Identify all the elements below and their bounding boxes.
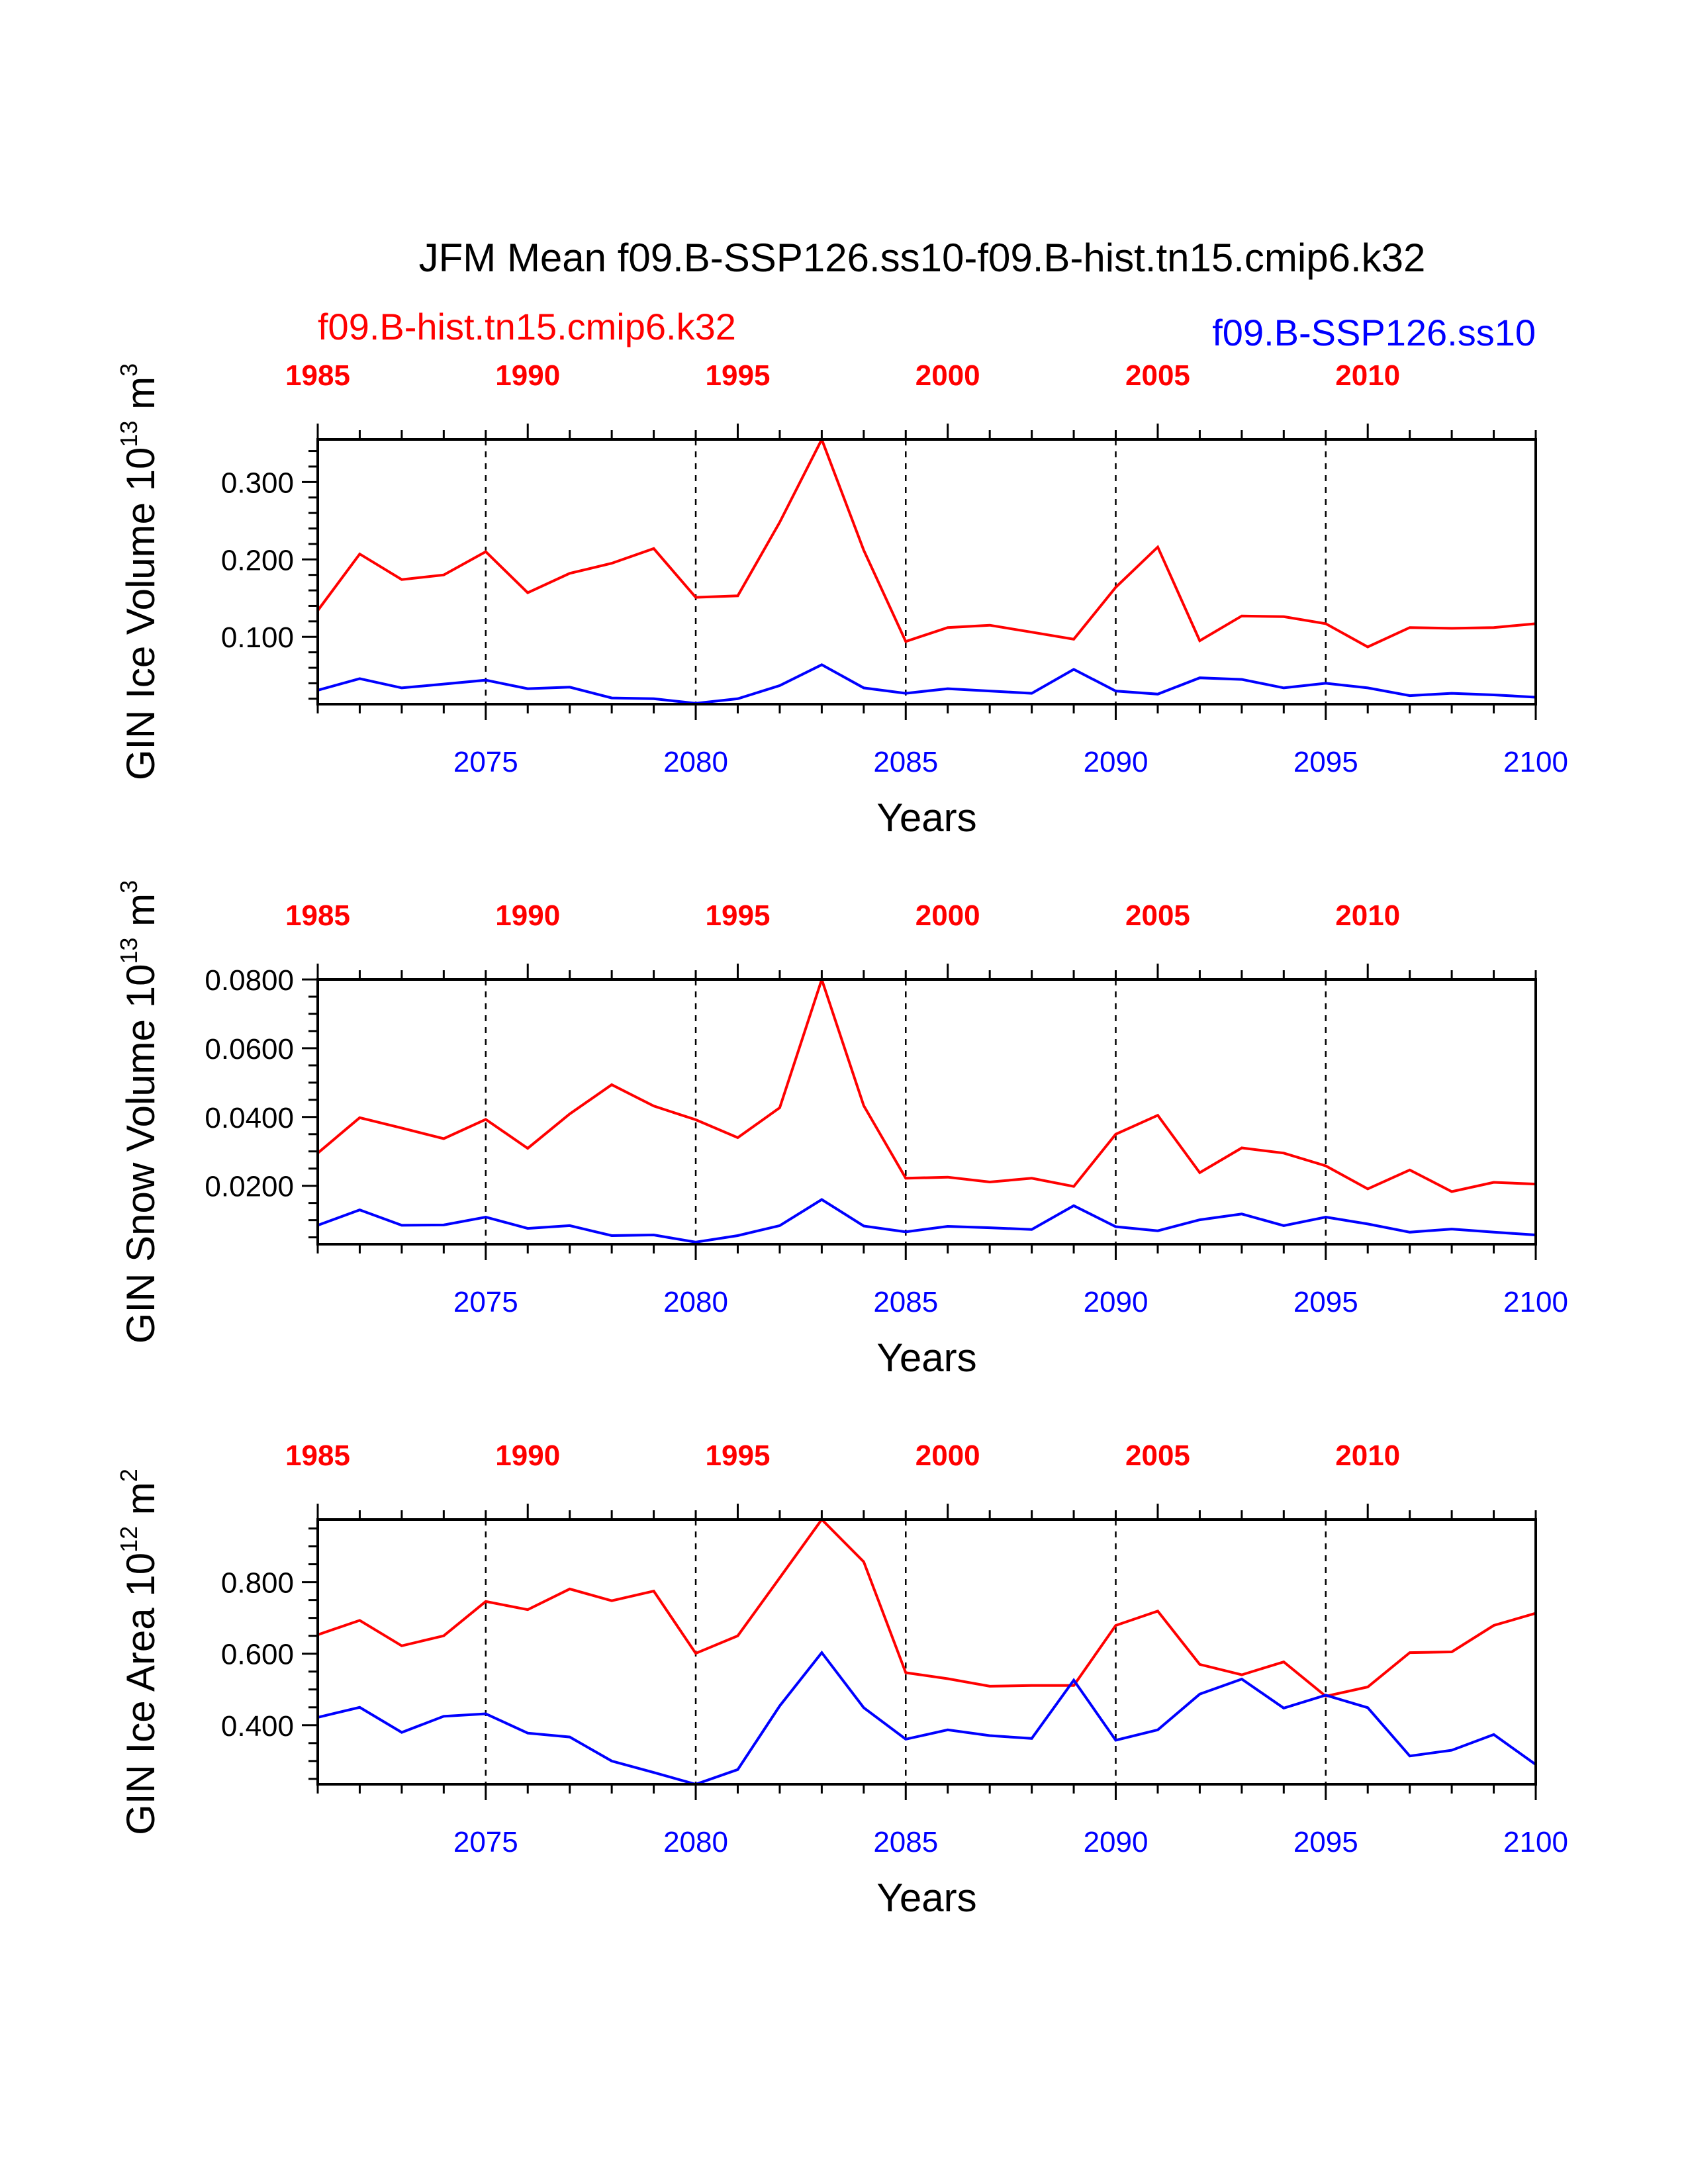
y-axis-label-unit: m [118,893,163,938]
plot-frame [316,1518,1537,1786]
top-x-tick-label: 2000 [915,1439,980,1472]
top-x-tick-label: 2005 [1125,359,1190,392]
y-axis-label-prefix: GIN Ice Area 10 [118,1553,163,1835]
figure-title: JFM Mean f09.B-SSP126.ss10-f09.B-hist.tn… [419,236,1426,280]
y-axis-label: GIN Ice Volume 1013 m3 [115,363,163,780]
series-line-hist [317,1517,1536,1698]
x-axis-label: Years [876,796,976,840]
top-x-tick-label: 2005 [1125,1439,1190,1472]
x-tick-label: 2100 [1503,1826,1568,1858]
top-x-tick-label: 1995 [706,1439,771,1472]
panels: 2075 2080 2085 2090 2095 2100 1985 1990 1995 2000… [115,359,1568,1920]
y-axis-label: GIN Ice Area 1012 m2 [115,1469,163,1835]
x-tick-label: 2090 [1084,1826,1149,1858]
x-tick-label: 2090 [1084,746,1149,778]
top-x-tick-label: 1990 [495,1439,560,1472]
y-tick-label: 0.0400 [205,1102,294,1134]
series-line-ssp [317,1650,1537,1786]
top-x-tick-label: 1985 [285,1439,350,1472]
y-tick-label: 0.0600 [205,1033,294,1066]
x-tick-label: 2085 [873,1286,938,1318]
y-tick-label: 0.800 [221,1567,294,1600]
series-line-hist [316,975,1536,1193]
panel-2: 2075 2080 2085 2090 2095 2100 1985 1990 1995 2000… [115,880,1568,1380]
x-axis-label: Years [876,1336,976,1380]
y-axis-label-unit: m [118,377,163,421]
y-axis-label-exp: 13 [115,938,142,964]
x-tick-label: 2095 [1293,746,1358,778]
top-x-tick-label: 1990 [495,899,560,932]
series-line-ssp [317,1198,1536,1244]
x-tick-label: 2080 [663,746,728,778]
top-x-tick-label: 1990 [495,359,560,392]
x-tick-label: 2085 [873,1826,938,1858]
x-tick-label: 2095 [1293,1826,1358,1858]
x-tick-label: 2075 [453,746,518,778]
y-tick-label: 0.0200 [205,1171,294,1203]
y-axis-label-unit-exp: 3 [115,363,142,377]
top-x-tick-label: 1985 [285,899,350,932]
x-tick-label: 2090 [1084,1286,1149,1318]
y-tick-label: 0.400 [221,1710,294,1743]
plot-frame [316,438,1537,705]
panel-3: 2075 2080 2085 2090 2095 2100 1985 1990 1995 2000… [115,1439,1568,1920]
x-tick-label: 2100 [1503,1286,1568,1318]
top-x-tick-label: 2010 [1335,359,1400,392]
series-line-hist [316,436,1536,649]
y-axis-label-exp: 13 [115,421,142,447]
y-axis-label: GIN Snow Volume 1013 m3 [115,880,163,1343]
top-x-tick-label: 2010 [1335,1439,1400,1472]
x-tick-label: 2080 [663,1826,728,1858]
y-tick-label: 0.300 [221,467,294,499]
y-tick-label: 0.600 [221,1639,294,1671]
top-x-tick-label: 2005 [1125,899,1190,932]
y-axis-label-prefix: GIN Snow Volume 10 [118,964,163,1344]
y-axis-label-unit-exp: 3 [115,880,142,893]
x-tick-label: 2085 [873,746,938,778]
top-x-tick-label: 2000 [915,899,980,932]
panel-1: 2075 2080 2085 2090 2095 2100 1985 1990 1995 2000… [115,359,1568,840]
top-x-tick-label: 2010 [1335,899,1400,932]
x-tick-label: 2080 [663,1286,728,1318]
x-tick-label: 2100 [1503,746,1568,778]
y-axis-label-prefix: GIN Ice Volume 10 [118,447,163,781]
top-x-tick-label: 2000 [915,359,980,392]
y-tick-label: 0.100 [221,621,294,654]
series-line-ssp [317,663,1536,705]
top-x-tick-label: 1995 [706,359,771,392]
legend-hist-label: f09.B-hist.tn15.cmip6.k32 [318,306,736,347]
x-axis-label: Years [876,1876,976,1920]
legend-ssp-label: f09.B-SSP126.ss10 [1212,312,1536,353]
y-axis-label-unit-exp: 2 [115,1469,142,1482]
x-tick-label: 2095 [1293,1286,1358,1318]
top-x-tick-label: 1985 [285,359,350,392]
plot-frame [316,978,1537,1246]
y-axis-label-exp: 12 [115,1526,142,1553]
top-x-tick-label: 1995 [706,899,771,932]
y-axis-label-unit: m [118,1482,163,1526]
x-tick-label: 2075 [453,1826,518,1858]
y-tick-label: 0.0800 [205,964,294,997]
y-tick-label: 0.200 [221,544,294,576]
x-tick-label: 2075 [453,1286,518,1318]
